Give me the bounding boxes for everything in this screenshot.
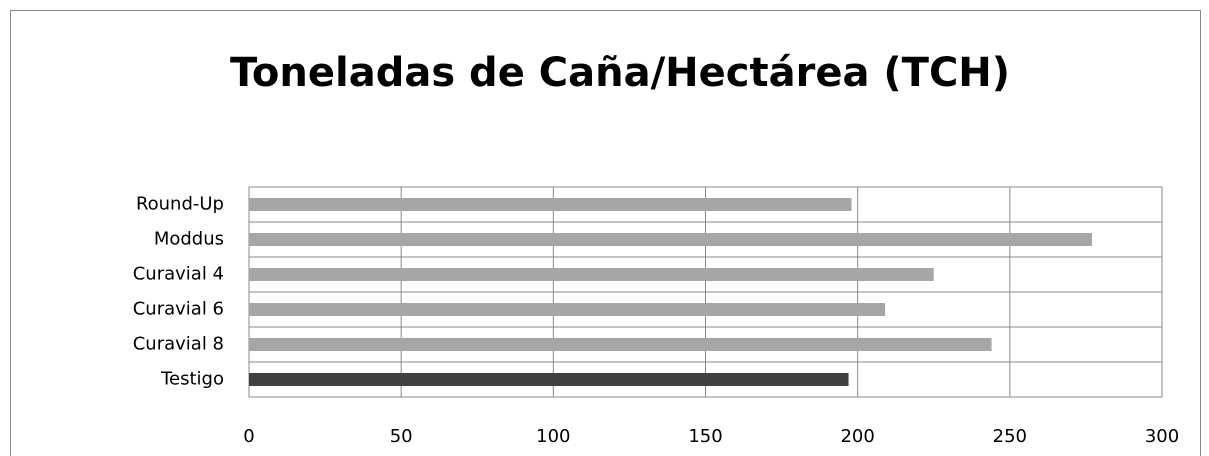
bar — [249, 338, 992, 351]
y-tick-label: Curavial 6 — [133, 299, 224, 320]
x-tick-label: 200 — [840, 426, 874, 447]
bar — [249, 303, 886, 316]
y-tick-label: Curavial 4 — [133, 264, 224, 285]
bar — [249, 233, 1093, 246]
bar — [249, 198, 852, 211]
x-tick-label: 250 — [993, 426, 1027, 447]
y-tick-label: Testigo — [160, 369, 224, 390]
x-tick-label: 300 — [1145, 426, 1179, 447]
bar — [249, 268, 934, 281]
y-tick-label: Moddus — [154, 229, 224, 250]
y-tick-label: Round-Up — [136, 194, 224, 215]
x-tick-label: 50 — [390, 426, 413, 447]
chart-title: Toneladas de Caña/Hectárea (TCH) — [230, 50, 1010, 96]
x-tick-label: 100 — [536, 426, 570, 447]
x-tick-label: 0 — [243, 426, 254, 447]
y-tick-label: Curavial 8 — [133, 334, 224, 355]
bar — [249, 373, 849, 386]
x-tick-label: 150 — [688, 426, 722, 447]
